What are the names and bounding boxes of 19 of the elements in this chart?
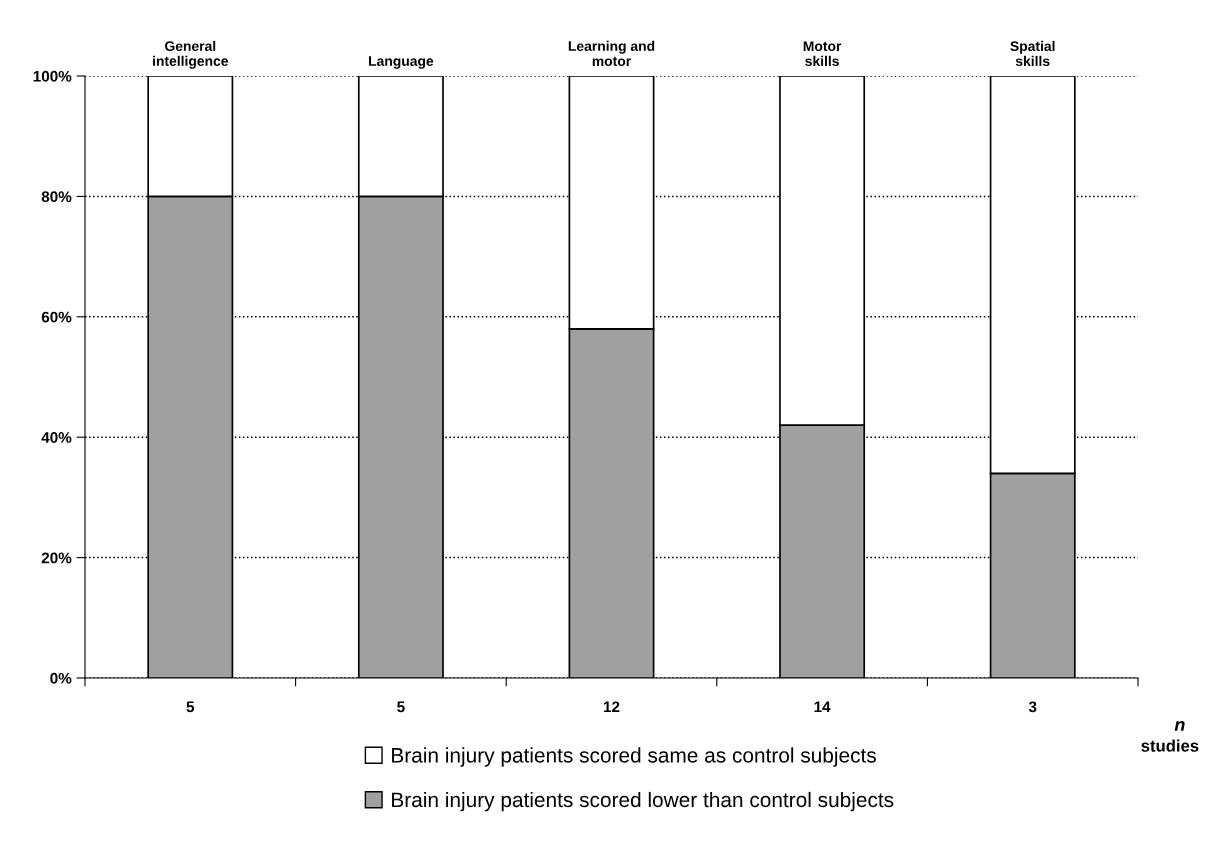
x-tick-label: Learning and motor xyxy=(568,40,655,67)
x-tick-label: Motor skills xyxy=(803,41,842,67)
text: 5 xyxy=(397,701,405,713)
y-tick-label: 0% xyxy=(50,672,72,684)
x-tick-label: Spatial skills xyxy=(1010,40,1055,67)
x-tick-label: Language xyxy=(369,56,434,69)
text: 3 xyxy=(1028,701,1037,713)
text: 5 xyxy=(186,701,195,713)
text: 14 xyxy=(814,701,831,713)
y-tick-label: 20% xyxy=(41,552,72,564)
text: 12 xyxy=(603,701,620,713)
legend-label: Brain injury patients scored lower than control subjects xyxy=(392,791,894,812)
legend-label: Brain injury patients scored same as control subjects xyxy=(392,747,876,767)
y-tick-label: 40% xyxy=(41,432,72,443)
y-tick-label: 80% xyxy=(41,191,72,203)
y-tick-label: 60% xyxy=(41,311,72,323)
x-axis-title: n studies xyxy=(1141,721,1199,752)
x-tick-label: General intelligence xyxy=(153,40,229,69)
y-tick-label: 100% xyxy=(33,70,72,82)
